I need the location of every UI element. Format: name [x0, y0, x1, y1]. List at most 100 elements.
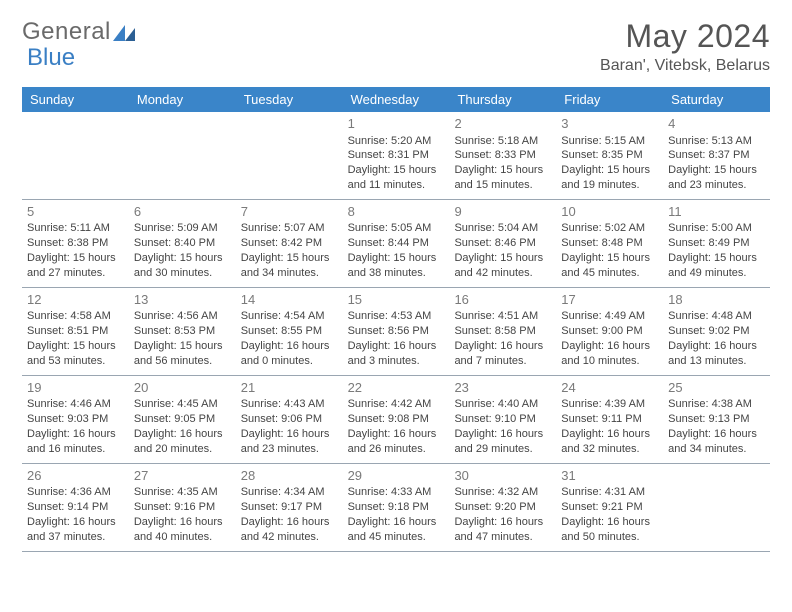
sunrise-text: Sunrise: 4:43 AM: [241, 397, 338, 412]
sunset-text: Sunset: 8:35 PM: [561, 148, 658, 163]
sunrise-text: Sunrise: 4:46 AM: [27, 397, 124, 412]
sunrise-text: Sunrise: 4:53 AM: [348, 309, 445, 324]
sunset-text: Sunset: 9:00 PM: [561, 324, 658, 339]
sunset-text: Sunset: 8:37 PM: [668, 148, 765, 163]
calendar-cell: [236, 112, 343, 199]
calendar-cell: 19Sunrise: 4:46 AMSunset: 9:03 PMDayligh…: [22, 376, 129, 463]
sunrise-text: Sunrise: 4:35 AM: [134, 485, 231, 500]
sunset-text: Sunset: 8:46 PM: [454, 236, 551, 251]
calendar-cell: 1Sunrise: 5:20 AMSunset: 8:31 PMDaylight…: [343, 112, 450, 199]
calendar-cell: 17Sunrise: 4:49 AMSunset: 9:00 PMDayligh…: [556, 288, 663, 375]
dl1-text: Daylight: 15 hours: [454, 163, 551, 178]
dl1-text: Daylight: 15 hours: [561, 251, 658, 266]
calendar-cell: [663, 464, 770, 551]
day-number: 15: [348, 291, 445, 309]
day-number: 25: [668, 379, 765, 397]
sunset-text: Sunset: 8:40 PM: [134, 236, 231, 251]
calendar-cell: 28Sunrise: 4:34 AMSunset: 9:17 PMDayligh…: [236, 464, 343, 551]
logo-text-general: General: [22, 18, 111, 46]
dl2-text: and 47 minutes.: [454, 530, 551, 545]
calendar-cell: [129, 112, 236, 199]
calendar-cell: 6Sunrise: 5:09 AMSunset: 8:40 PMDaylight…: [129, 200, 236, 287]
sunrise-text: Sunrise: 4:38 AM: [668, 397, 765, 412]
sunrise-text: Sunrise: 5:13 AM: [668, 134, 765, 149]
dl1-text: Daylight: 16 hours: [27, 427, 124, 442]
dl1-text: Daylight: 15 hours: [348, 251, 445, 266]
dl2-text: and 26 minutes.: [348, 442, 445, 457]
day-number: 18: [668, 291, 765, 309]
sunset-text: Sunset: 9:10 PM: [454, 412, 551, 427]
dl2-text: and 34 minutes.: [241, 266, 338, 281]
sunset-text: Sunset: 9:06 PM: [241, 412, 338, 427]
sunset-text: Sunset: 9:17 PM: [241, 500, 338, 515]
calendar-cell: 31Sunrise: 4:31 AMSunset: 9:21 PMDayligh…: [556, 464, 663, 551]
dl2-text: and 13 minutes.: [668, 354, 765, 369]
sunrise-text: Sunrise: 4:45 AM: [134, 397, 231, 412]
dl1-text: Daylight: 16 hours: [134, 427, 231, 442]
sunset-text: Sunset: 9:13 PM: [668, 412, 765, 427]
calendar-cell: 26Sunrise: 4:36 AMSunset: 9:14 PMDayligh…: [22, 464, 129, 551]
dl2-text: and 20 minutes.: [134, 442, 231, 457]
dl2-text: and 50 minutes.: [561, 530, 658, 545]
day-number: 28: [241, 467, 338, 485]
day-number: 7: [241, 203, 338, 221]
dl2-text: and 23 minutes.: [241, 442, 338, 457]
dl2-text: and 42 minutes.: [241, 530, 338, 545]
sunrise-text: Sunrise: 4:39 AM: [561, 397, 658, 412]
dl1-text: Daylight: 15 hours: [134, 339, 231, 354]
day-number: 26: [27, 467, 124, 485]
dl2-text: and 45 minutes.: [561, 266, 658, 281]
dl1-text: Daylight: 15 hours: [668, 251, 765, 266]
dl1-text: Daylight: 16 hours: [454, 339, 551, 354]
sunrise-text: Sunrise: 4:58 AM: [27, 309, 124, 324]
calendar-cell: 15Sunrise: 4:53 AMSunset: 8:56 PMDayligh…: [343, 288, 450, 375]
sunset-text: Sunset: 9:08 PM: [348, 412, 445, 427]
dl2-text: and 34 minutes.: [668, 442, 765, 457]
dl1-text: Daylight: 16 hours: [348, 515, 445, 530]
sunrise-text: Sunrise: 5:18 AM: [454, 134, 551, 149]
sunrise-text: Sunrise: 4:33 AM: [348, 485, 445, 500]
calendar-cell: 22Sunrise: 4:42 AMSunset: 9:08 PMDayligh…: [343, 376, 450, 463]
sunrise-text: Sunrise: 4:49 AM: [561, 309, 658, 324]
calendar-cell: 4Sunrise: 5:13 AMSunset: 8:37 PMDaylight…: [663, 112, 770, 199]
week-row: 19Sunrise: 4:46 AMSunset: 9:03 PMDayligh…: [22, 376, 770, 464]
dl1-text: Daylight: 15 hours: [348, 163, 445, 178]
sunrise-text: Sunrise: 4:36 AM: [27, 485, 124, 500]
calendar-cell: 10Sunrise: 5:02 AMSunset: 8:48 PMDayligh…: [556, 200, 663, 287]
sunset-text: Sunset: 9:18 PM: [348, 500, 445, 515]
sunset-text: Sunset: 8:55 PM: [241, 324, 338, 339]
sunrise-text: Sunrise: 4:51 AM: [454, 309, 551, 324]
day-number: 13: [134, 291, 231, 309]
dl1-text: Daylight: 16 hours: [561, 515, 658, 530]
calendar-cell: 13Sunrise: 4:56 AMSunset: 8:53 PMDayligh…: [129, 288, 236, 375]
dl2-text: and 27 minutes.: [27, 266, 124, 281]
sunset-text: Sunset: 9:21 PM: [561, 500, 658, 515]
sunset-text: Sunset: 8:58 PM: [454, 324, 551, 339]
day-number: 6: [134, 203, 231, 221]
day-number: 21: [241, 379, 338, 397]
day-number: 17: [561, 291, 658, 309]
day-number: 10: [561, 203, 658, 221]
day-number: 31: [561, 467, 658, 485]
dl2-text: and 0 minutes.: [241, 354, 338, 369]
dl2-text: and 49 minutes.: [668, 266, 765, 281]
calendar-cell: 24Sunrise: 4:39 AMSunset: 9:11 PMDayligh…: [556, 376, 663, 463]
dl2-text: and 3 minutes.: [348, 354, 445, 369]
dl2-text: and 40 minutes.: [134, 530, 231, 545]
sunset-text: Sunset: 8:56 PM: [348, 324, 445, 339]
dl1-text: Daylight: 16 hours: [668, 427, 765, 442]
day-number: 12: [27, 291, 124, 309]
page-header: General May 2024 Baran', Vitebsk, Belaru…: [22, 18, 770, 75]
day-number: 29: [348, 467, 445, 485]
logo-mark-icon: [113, 20, 135, 48]
day-number: 5: [27, 203, 124, 221]
sunset-text: Sunset: 8:48 PM: [561, 236, 658, 251]
sunrise-text: Sunrise: 5:11 AM: [27, 221, 124, 236]
sunrise-text: Sunrise: 5:07 AM: [241, 221, 338, 236]
dl1-text: Daylight: 15 hours: [454, 251, 551, 266]
calendar-cell: 20Sunrise: 4:45 AMSunset: 9:05 PMDayligh…: [129, 376, 236, 463]
dl1-text: Daylight: 15 hours: [561, 163, 658, 178]
dl2-text: and 7 minutes.: [454, 354, 551, 369]
dl2-text: and 30 minutes.: [134, 266, 231, 281]
dl1-text: Daylight: 15 hours: [134, 251, 231, 266]
